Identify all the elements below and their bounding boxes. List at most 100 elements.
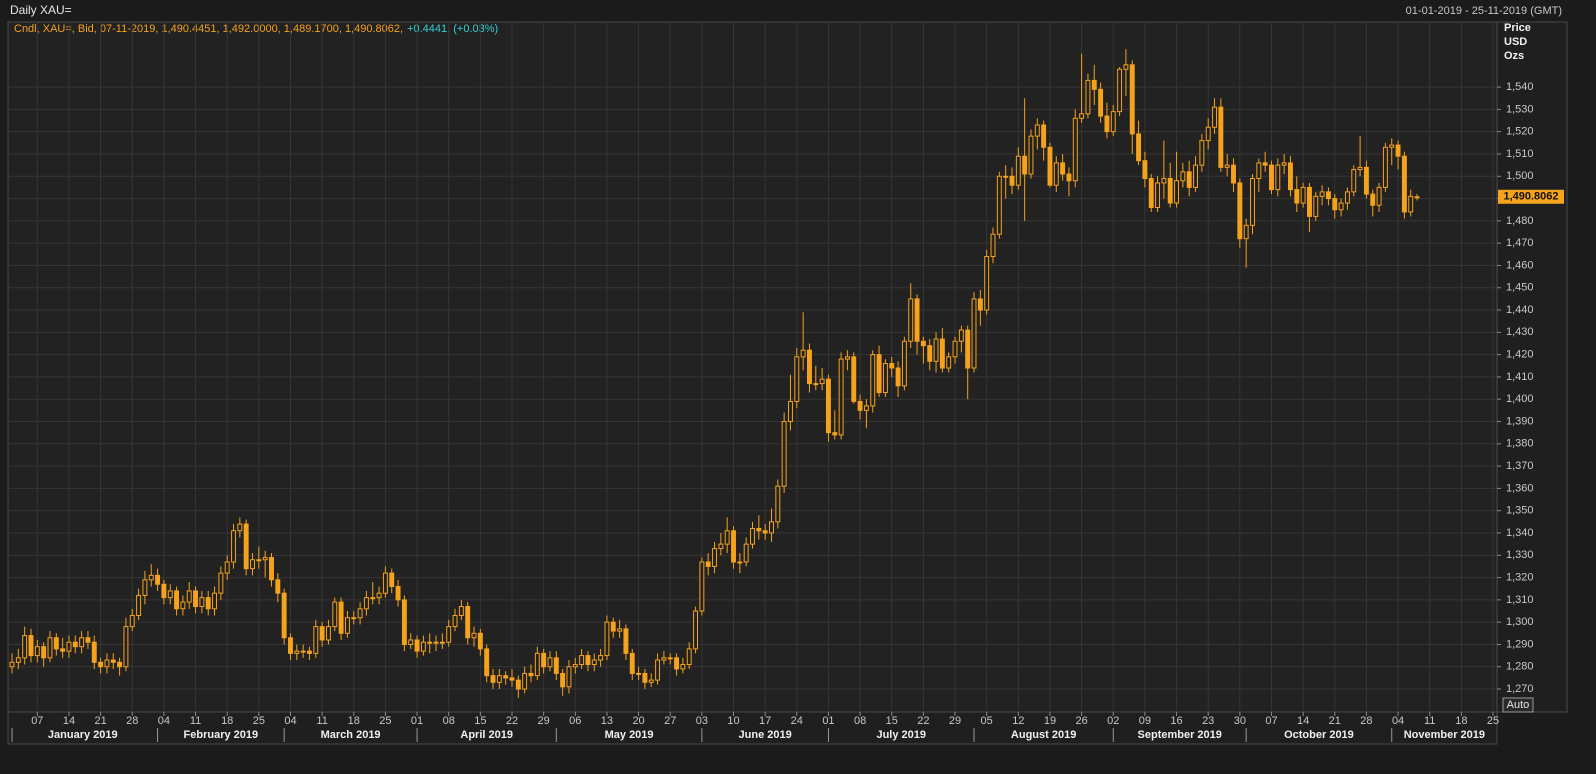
candle-body: [813, 383, 819, 386]
x-tick-label: 17: [759, 715, 771, 727]
candle-body: [22, 635, 28, 659]
candle-body: [863, 405, 869, 411]
candle-body: [1224, 164, 1230, 168]
candle-body: [15, 657, 21, 663]
x-tick-label: 21: [94, 715, 106, 727]
candle-body: [370, 597, 376, 600]
candle-body: [408, 639, 414, 645]
candle-body: [788, 400, 793, 423]
candle-body: [800, 349, 806, 358]
candle-body: [389, 572, 395, 587]
candle-body: [870, 354, 876, 407]
y-tick-label: 1,420: [1506, 349, 1534, 361]
candle-body: [629, 652, 635, 674]
candle-body: [313, 626, 319, 654]
month-label: September 2019: [1138, 729, 1222, 741]
candle-body: [566, 666, 572, 688]
candle-body: [129, 614, 135, 628]
x-tick-label: 24: [791, 715, 803, 727]
candle-body: [1193, 164, 1198, 188]
candle-body: [1250, 178, 1255, 226]
x-tick-label: 03: [696, 715, 708, 727]
auto-button-label[interactable]: Auto: [1507, 699, 1530, 711]
x-tick-label: 25: [253, 715, 265, 727]
legend-change: +0.4441, (+0.03%): [407, 23, 498, 35]
auto-button[interactable]: [1502, 697, 1534, 713]
y-axis-title: Price: [1504, 22, 1531, 34]
candle-body: [1294, 189, 1300, 204]
candle-body: [731, 530, 736, 563]
x-tick-label: 14: [63, 715, 75, 727]
candle-body: [1060, 162, 1066, 175]
candle-body: [642, 672, 648, 683]
candle-body: [250, 559, 255, 570]
candle-body: [509, 677, 515, 681]
candle-body: [104, 659, 110, 668]
y-tick-label: 1,340: [1506, 527, 1534, 539]
candle-body: [91, 641, 97, 663]
candle-body: [452, 614, 458, 628]
x-tick-label: 18: [1455, 715, 1467, 727]
month-label: February 2019: [184, 729, 259, 741]
candle-body: [1174, 180, 1180, 204]
y-tick-label: 1,540: [1506, 81, 1534, 93]
candle-body: [939, 338, 945, 369]
candle-body: [908, 298, 914, 342]
candle-body: [1186, 171, 1192, 188]
candle-body: [34, 646, 40, 657]
candle-body: [471, 632, 477, 639]
candle-body: [844, 356, 850, 360]
candle-body: [1015, 155, 1021, 186]
candle-body: [319, 626, 325, 641]
x-tick-label: 10: [727, 715, 739, 727]
candle-body: [1269, 164, 1274, 191]
month-label: August 2019: [1011, 729, 1076, 741]
candle-body: [85, 637, 91, 643]
candle-body: [1275, 164, 1281, 191]
candle-body: [53, 637, 59, 650]
candle-body: [1288, 162, 1293, 191]
candle-body: [933, 338, 939, 362]
y-tick-label: 1,460: [1506, 259, 1534, 271]
candle-body: [686, 648, 692, 666]
candle-body: [446, 626, 452, 643]
candle-body: [1401, 155, 1407, 213]
candle-body: [984, 256, 990, 311]
x-tick-label: 18: [221, 715, 233, 727]
candle-body: [1300, 186, 1306, 204]
candle-body: [857, 400, 863, 411]
candle-body: [825, 378, 831, 434]
candle-body: [958, 329, 964, 342]
candle-body: [1098, 88, 1104, 117]
candle-body: [971, 298, 977, 369]
y-tick-label: 1,310: [1506, 594, 1534, 606]
date-range: 01-01-2019 - 25-11-2019 (GMT): [1406, 5, 1562, 17]
candle-body: [344, 617, 350, 634]
candle-body: [927, 345, 933, 362]
candle-body: [231, 530, 236, 563]
y-tick-label: 1,280: [1506, 661, 1534, 673]
y-tick-label: 1,360: [1506, 482, 1534, 494]
candle-body: [395, 585, 401, 601]
candle-body: [832, 432, 838, 436]
candle-body: [585, 655, 591, 666]
candle-body: [193, 590, 199, 608]
y-tick-label: 1,320: [1506, 571, 1534, 583]
candle-body: [648, 679, 654, 683]
candle-body: [262, 557, 268, 561]
candle-body: [1262, 162, 1268, 166]
y-tick-label: 1,530: [1506, 103, 1534, 115]
y-tick-label: 1,390: [1506, 415, 1534, 427]
x-tick-label: 07: [1265, 715, 1277, 727]
candle-body: [794, 356, 800, 402]
candle-body: [1351, 169, 1357, 193]
candle-body: [1205, 126, 1211, 142]
candle-body: [1142, 160, 1148, 180]
candle-body: [901, 340, 907, 387]
candle-body: [363, 597, 369, 610]
candle-body: [490, 675, 496, 683]
candle-body: [1363, 166, 1369, 195]
candle-body: [281, 592, 287, 639]
candle-body: [623, 628, 629, 654]
